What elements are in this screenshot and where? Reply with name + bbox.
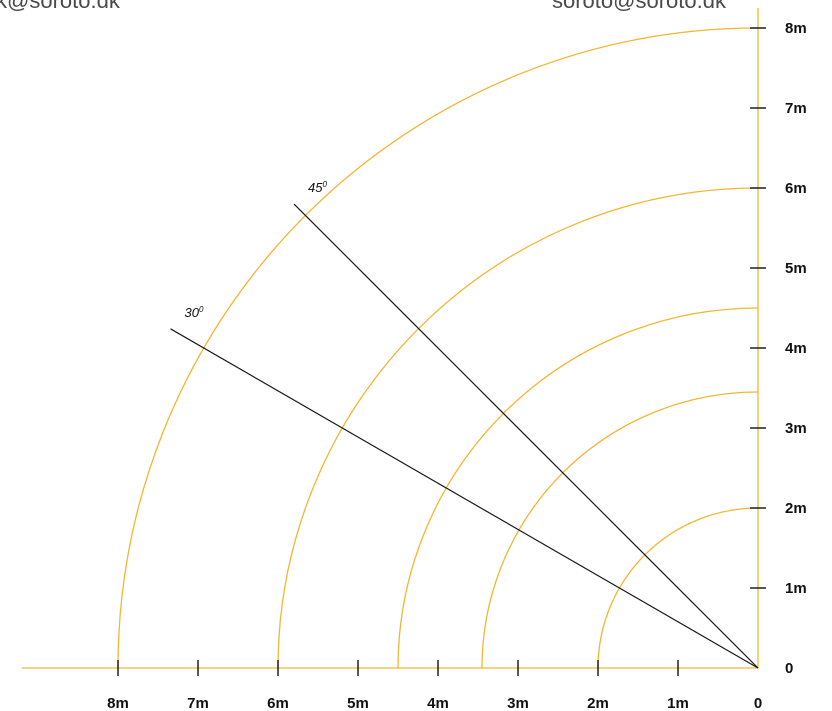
x-tick-label-8m: 8m [107,695,129,711]
axes [22,8,759,669]
y-tick-label-0: 0 [785,660,793,677]
x-tick-label-1m: 1m [667,695,689,711]
email-right: soroto@soroto.dk [552,0,727,13]
angle-label-45: 450 [308,180,327,195]
y-tick-label-6m: 6m [785,180,807,197]
x-tick-label-2m: 2m [587,695,609,711]
x-tick-label-4m: 4m [427,695,449,711]
tick-marks [117,27,766,676]
x-tick-label-0: 0 [754,695,762,711]
y-tick-label-2m: 2m [785,500,807,517]
x-tick-label-7m: 7m [187,695,209,711]
x-tick-label-5m: 5m [347,695,369,711]
angle-line-45 [293,203,759,669]
y-tick-label-8m: 8m [785,20,807,37]
y-tick-label-5m: 5m [785,260,807,277]
y-tick-label-7m: 7m [785,100,807,117]
angle-lines [170,203,759,669]
email-left: k@soroto.dk [0,0,121,13]
angle-label-30: 300 [184,305,203,320]
tick-labels: 300 450 8m 7m 6m 5m 4m 3m 2m 1m 0 0 1m 2m 3m 4m 5m 6m 7m 8m [107,20,807,711]
y-tick-label-1m: 1m [785,580,807,597]
angle-line-30 [170,328,759,669]
y-tick-label-3m: 3m [785,420,807,437]
y-tick-label-4m: 4m [785,340,807,357]
x-tick-label-6m: 6m [267,695,289,711]
x-tick-label-3m: 3m [507,695,529,711]
